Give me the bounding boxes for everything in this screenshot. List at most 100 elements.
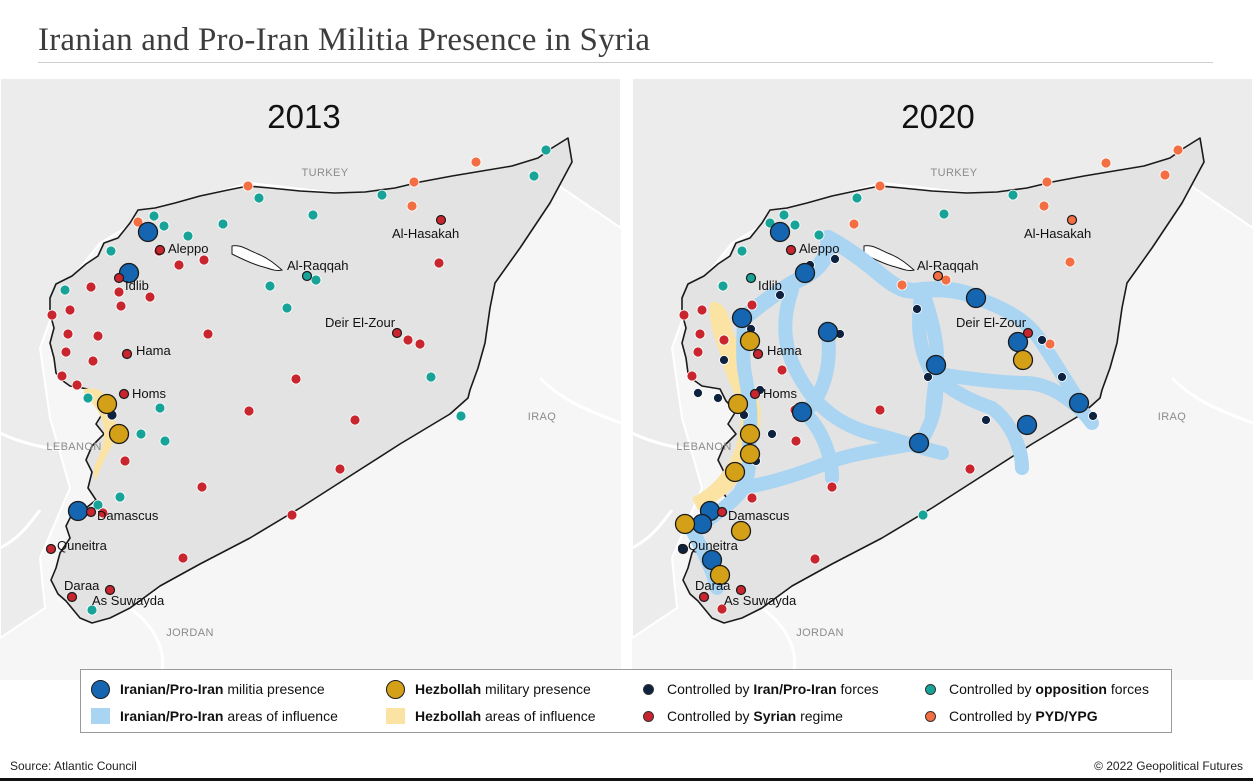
regime-marker <box>113 286 125 298</box>
legend-text: Controlled by <box>667 681 754 697</box>
iran-presence-marker <box>1016 414 1038 436</box>
regime-marker <box>716 603 728 615</box>
source-note: Source: Atlantic Council <box>10 759 137 773</box>
legend-item-iran-presence: Iranian/Pro-Iran militia presence <box>91 678 325 700</box>
pyd-marker <box>1100 157 1112 169</box>
legend-symbol-hezbollah-areas <box>386 708 405 724</box>
regime-marker <box>746 299 758 311</box>
opposition-marker <box>717 280 729 292</box>
hezbollah-presence-marker <box>739 443 761 465</box>
regime-marker <box>746 492 758 504</box>
opposition-marker <box>376 189 388 201</box>
city-dot-quneitra <box>45 543 57 555</box>
opposition-marker <box>114 491 126 503</box>
opposition-marker <box>851 192 863 204</box>
regime-marker <box>964 463 976 475</box>
regime-marker <box>64 304 76 316</box>
panel-gap <box>621 78 632 680</box>
country-label-jordan: JORDAN <box>166 627 214 639</box>
iran-presence-marker <box>67 500 89 522</box>
iran-control-marker <box>767 429 777 439</box>
year-2013: 2013 <box>267 98 340 135</box>
hezbollah-presence-marker <box>96 393 118 415</box>
city-dot-deirelzour <box>391 327 403 339</box>
map-panel-2013: 2013 TURKEY IRAQ LEBANON JORDAN <box>0 78 621 680</box>
iran-presence-marker <box>731 307 753 329</box>
hezbollah-presence-marker <box>1012 349 1034 371</box>
hezbollah-presence-marker <box>739 423 761 445</box>
copyright-note: © 2022 Geopolitical Futures <box>1094 759 1243 773</box>
legend-text: military presence <box>481 681 591 697</box>
city-label-alhasakah: Al-Hasakah <box>392 226 459 241</box>
lake-assad <box>863 245 915 271</box>
legend-text: forces <box>1106 681 1149 697</box>
city-dot-homs <box>118 388 130 400</box>
iran-presence-marker <box>137 221 159 243</box>
opposition-marker <box>217 218 229 230</box>
city-label-deirelzour: Deir El-Zour <box>956 315 1027 330</box>
opposition-marker <box>182 230 194 242</box>
city-dot-aleppo <box>785 244 797 256</box>
city-label-idlib: Idlib <box>758 278 782 293</box>
regime-marker <box>202 328 214 340</box>
regime-marker <box>692 346 704 358</box>
legend-symbol-opposition-control <box>925 683 936 695</box>
iran-control-marker <box>981 415 991 425</box>
legend-item-iran-control: Controlled by Iran/Pro-Iran forces <box>639 678 879 700</box>
iran-presence-marker <box>817 321 839 343</box>
city-dot-hama <box>121 348 133 360</box>
pyd-marker <box>1041 176 1053 188</box>
opposition-marker <box>159 435 171 447</box>
opposition-marker <box>1007 189 1019 201</box>
opposition-marker <box>528 170 540 182</box>
city-label-aleppo: Aleppo <box>799 241 839 256</box>
city-label-daraa: Daraa <box>695 578 731 593</box>
opposition-marker <box>158 220 170 232</box>
legend-text: areas of influence <box>223 708 338 724</box>
pyd-marker <box>132 216 144 228</box>
regime-marker <box>115 300 127 312</box>
legend-text: regime <box>796 708 843 724</box>
iran-presence-marker <box>794 262 816 284</box>
city-dot-assuwayda <box>735 584 747 596</box>
regime-marker <box>119 455 131 467</box>
country-label-jordan: JORDAN <box>796 627 844 639</box>
regime-marker <box>349 414 361 426</box>
opposition-marker <box>425 371 437 383</box>
iran-control-marker <box>1088 411 1098 421</box>
city-dot-hama <box>752 348 764 360</box>
legend-text: Controlled by <box>949 708 1036 724</box>
hezbollah-presence-marker <box>730 520 752 542</box>
iran-control-marker <box>719 355 729 365</box>
iran-presence-marker <box>791 401 813 423</box>
maps-svg: 2013 TURKEY IRAQ LEBANON JORDAN <box>0 78 1253 680</box>
city-dot-alhasakah <box>1066 214 1078 226</box>
pyd-marker <box>1044 338 1056 350</box>
country-label-lebanon: LEBANON <box>46 441 101 453</box>
legend-bold: Iranian/Pro-Iran <box>120 708 224 724</box>
iran-control-marker <box>693 388 703 398</box>
legend-item-hezbollah-presence: Hezbollah military presence <box>386 678 591 700</box>
map-panel-2020: 2020 TURKEY IRAQ LEBANON JORDAN <box>632 78 1253 680</box>
legend-bold: Hezbollah <box>415 708 482 724</box>
hezbollah-presence-marker <box>108 423 130 445</box>
country-label-iraq: IRAQ <box>1158 411 1187 423</box>
iran-area-corridor <box>735 436 926 495</box>
opposition-marker <box>135 428 147 440</box>
regime-marker <box>87 355 99 367</box>
country-label-turkey: TURKEY <box>930 167 977 179</box>
maps-container: 2013 TURKEY IRAQ LEBANON JORDAN <box>0 78 1253 680</box>
iran-control-marker <box>830 254 840 264</box>
hezbollah-presence-marker <box>674 513 696 535</box>
opposition-marker <box>813 229 825 241</box>
city-label-homs: Homs <box>132 386 166 401</box>
map-legend: Iranian/Pro-Iran militia presence Hezbol… <box>80 669 1172 733</box>
regime-marker <box>718 334 730 346</box>
legend-bold: Iranian/Pro-Iran <box>120 681 224 697</box>
regime-marker <box>196 481 208 493</box>
country-label-iraq: IRAQ <box>528 411 557 423</box>
city-label-deirelzour: Deir El-Zour <box>325 315 396 330</box>
hezbollah-presence-marker <box>727 393 749 415</box>
regime-marker <box>62 328 74 340</box>
lake-assad <box>231 245 283 271</box>
